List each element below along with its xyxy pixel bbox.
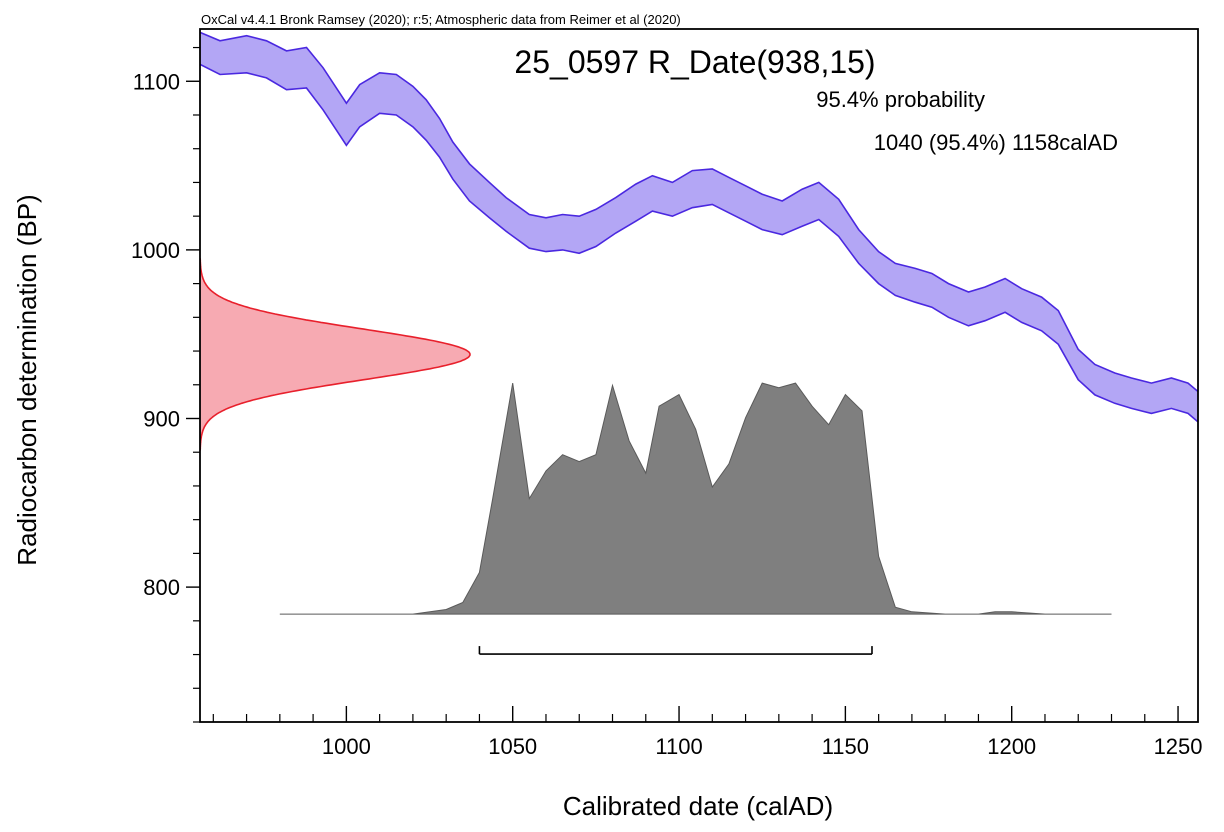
posterior-distribution bbox=[279, 382, 1112, 615]
calibration-curve-lower bbox=[200, 63, 1198, 423]
range-bar-layer bbox=[478, 646, 873, 655]
axes-layer: 1000 1050 1100 1150 1200 1250 800 900 1000 1100 bbox=[131, 28, 1203, 759]
calibration-curve-layer bbox=[200, 31, 1198, 423]
calibrated-range-text: 1040 (95.4%) 1158calAD bbox=[874, 130, 1118, 155]
x-tick-label: 1150 bbox=[822, 734, 869, 759]
x-tick-label: 1250 bbox=[1154, 734, 1203, 759]
y-tick-label: 900 bbox=[143, 406, 180, 431]
calibration-curve-band bbox=[200, 32, 1198, 422]
y-tick-label: 800 bbox=[143, 575, 180, 600]
x-tick-label: 1100 bbox=[655, 734, 702, 759]
chart-credit: OxCal v4.4.1 Bronk Ramsey (2020); r:5; A… bbox=[201, 12, 681, 27]
x-tick-label: 1200 bbox=[987, 734, 1036, 759]
y-axis-label: Radiocarbon determination (BP) bbox=[12, 194, 42, 565]
y-tick-label: 1000 bbox=[131, 238, 180, 263]
measurement-distribution-layer bbox=[200, 258, 471, 451]
calibration-curve-upper bbox=[200, 31, 1198, 393]
plot-frame bbox=[199, 28, 1199, 723]
measurement-distribution-outline bbox=[200, 258, 471, 451]
chart-title: 25_0597 R_Date(938,15) bbox=[514, 44, 875, 80]
posterior-distribution-layer bbox=[279, 382, 1112, 615]
probability-heading: 95.4% probability bbox=[816, 87, 985, 112]
y-tick-label: 1100 bbox=[133, 69, 180, 94]
x-axis-label: Calibrated date (calAD) bbox=[563, 791, 833, 821]
x-tick-label: 1000 bbox=[322, 734, 371, 759]
measurement-distribution-fill bbox=[200, 258, 470, 451]
x-tick-label: 1050 bbox=[488, 734, 537, 759]
